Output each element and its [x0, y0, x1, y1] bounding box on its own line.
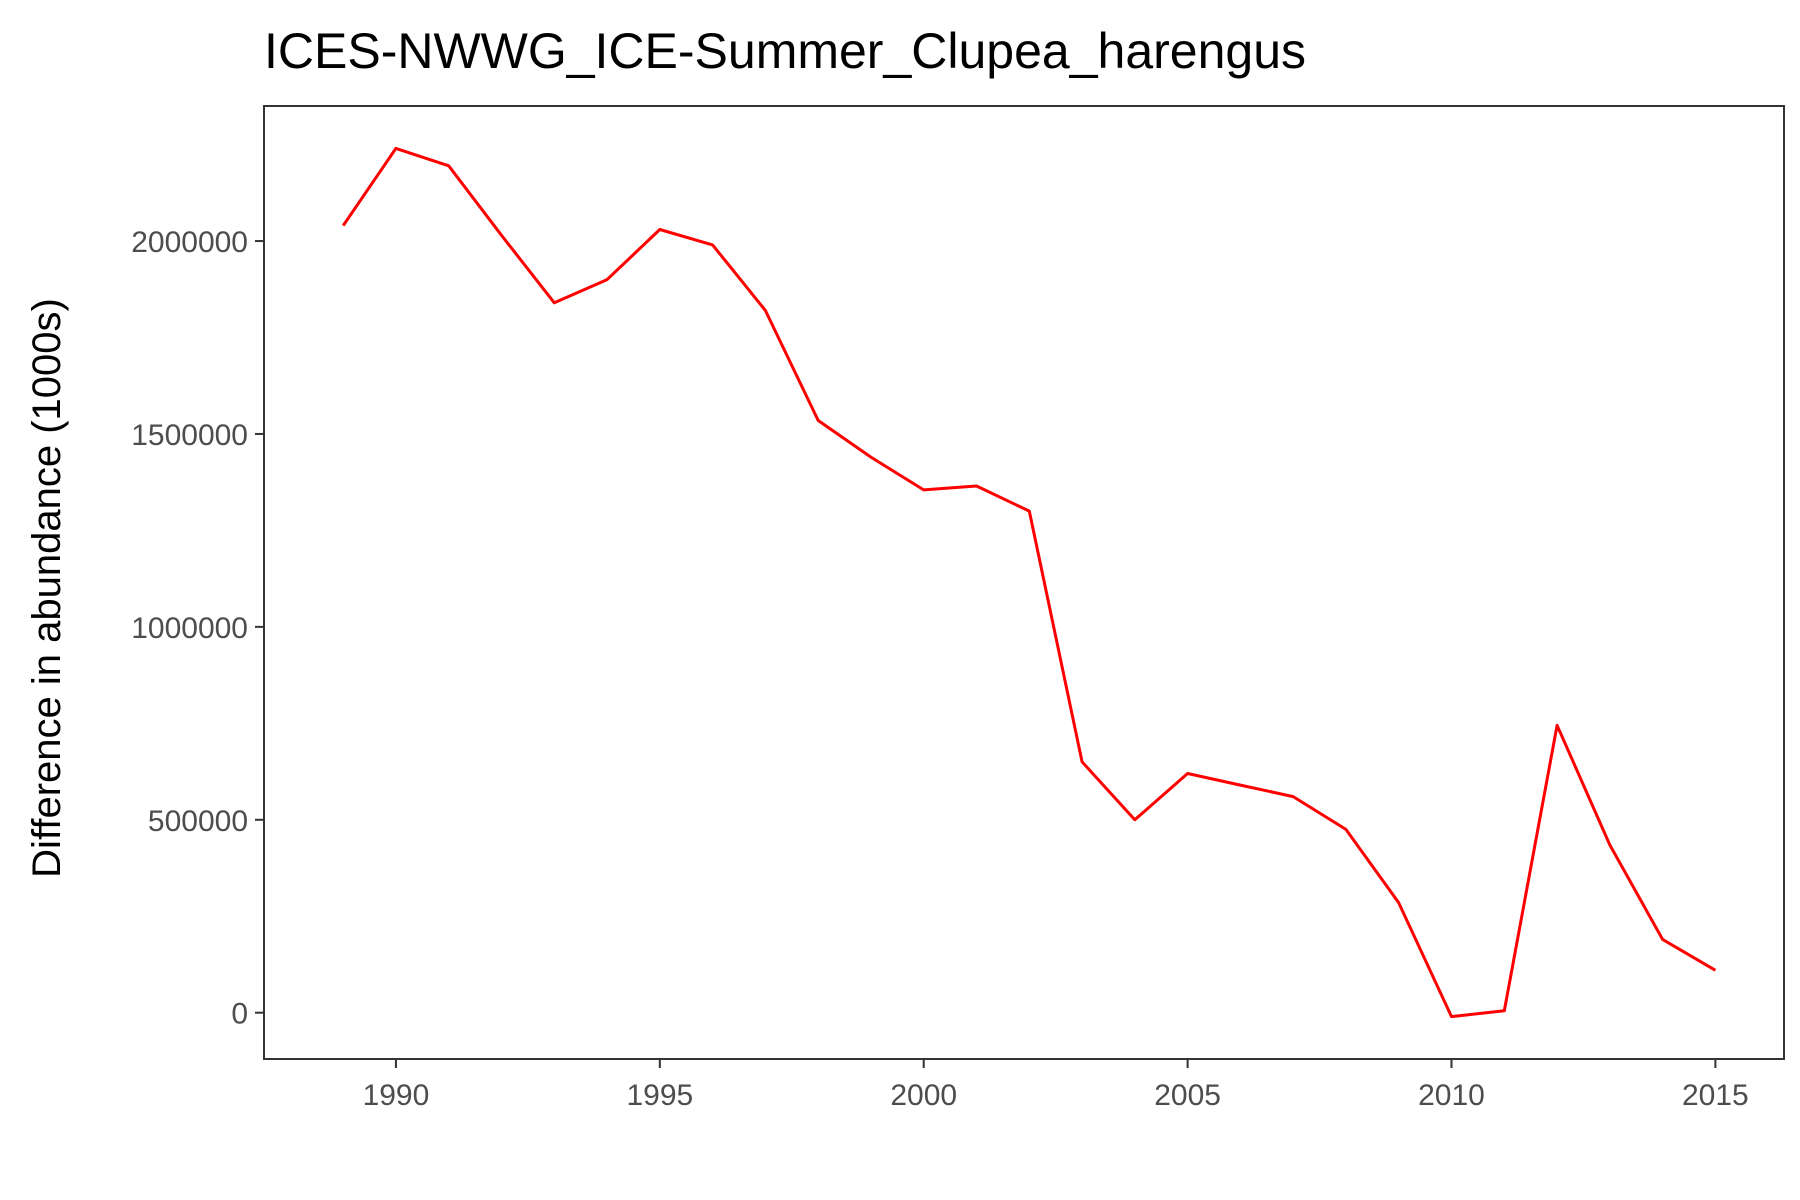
y-axis-label: Difference in abundance (1000s)	[25, 298, 69, 878]
x-tick-label: 2000	[890, 1079, 957, 1112]
y-tick-label: 1500000	[131, 419, 248, 452]
series-line	[341, 146, 1717, 1019]
chart-title: ICES-NWWG_ICE-Summer_Clupea_harengus	[264, 23, 1306, 79]
y-tick-label: 0	[231, 998, 248, 1031]
x-tick-label: 1990	[363, 1079, 430, 1112]
x-tick-label: 2015	[1682, 1079, 1749, 1112]
y-tick-label: 1000000	[131, 612, 248, 645]
y-tick-label: 2000000	[131, 226, 248, 259]
x-tick-label: 2005	[1154, 1079, 1221, 1112]
plot-panel	[263, 105, 1785, 1060]
y-tick-label: 500000	[148, 805, 248, 838]
x-axis: 1990 1995 2000 2005 2010 2015	[363, 1059, 1749, 1112]
y-axis: 0 500000 1000000 1500000 2000000	[131, 226, 264, 1031]
x-tick-label: 2010	[1418, 1079, 1485, 1112]
x-tick-label: 1995	[626, 1079, 693, 1112]
